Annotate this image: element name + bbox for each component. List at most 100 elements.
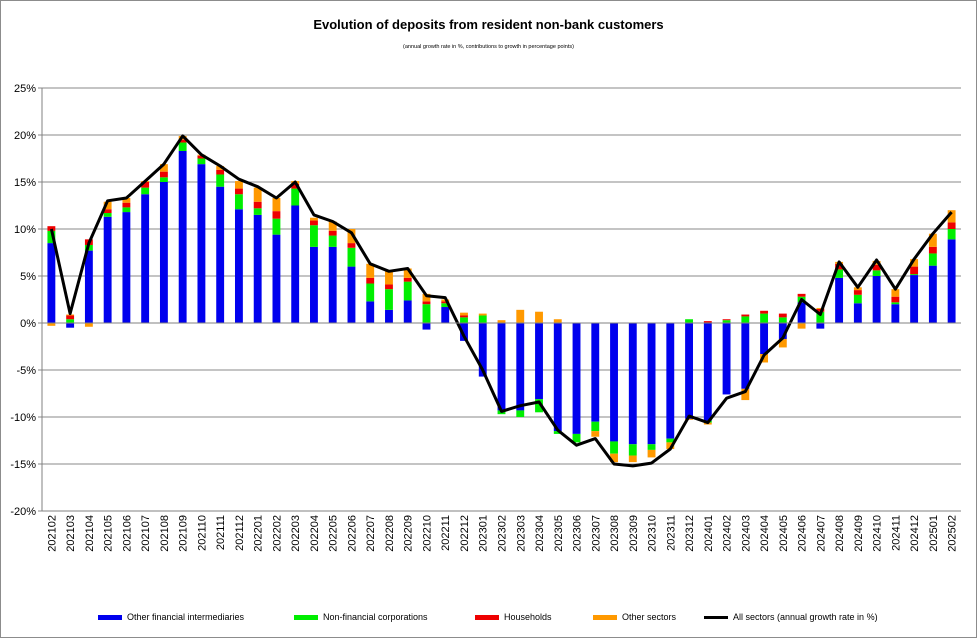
bar-segment (422, 304, 431, 323)
y-tick-labels: -20% -15% -10% -5% 0% 5% 10% 15% 20% 25% (10, 83, 36, 518)
x-tick-label: 202304 (534, 515, 546, 552)
bar-segment (328, 221, 337, 231)
bar-segment (234, 181, 243, 189)
bar-segment (741, 388, 750, 401)
bar-segment (310, 217, 318, 221)
bar-segment (910, 274, 919, 276)
legend-label: Other sectors (622, 612, 677, 622)
bar-segment (666, 438, 675, 443)
bar-segment (797, 293, 806, 297)
bar-segment (591, 431, 600, 437)
bar-segment (310, 220, 318, 226)
bar-segment (797, 323, 806, 329)
x-tick-label: 202405 (778, 515, 790, 552)
legend-label: Other financial intermediaries (127, 612, 245, 622)
x-tick-label: 202402 (722, 515, 734, 552)
y-tick-label: -5% (16, 365, 36, 377)
x-tick-label: 202212 (459, 515, 471, 552)
legend-item-other-financial-intermediaries: Other financial intermediaries (98, 610, 244, 624)
legend-swatch (593, 614, 617, 620)
x-tick-label: 202301 (478, 515, 490, 552)
bar-segment (816, 311, 825, 323)
bar-segment (910, 275, 919, 323)
bar-segment (103, 201, 112, 210)
bar-segment (216, 186, 225, 323)
bar-segment (947, 229, 956, 240)
bar-segment (178, 150, 187, 323)
x-tick-label: 202209 (403, 515, 415, 552)
bar-segment (103, 209, 112, 214)
x-tick-label: 202311 (665, 515, 677, 551)
bar-segment (103, 216, 112, 323)
legend-label: All sectors (annual growth rate in %) (733, 612, 878, 622)
bar-segment (910, 259, 919, 267)
bar-segment (66, 323, 75, 328)
x-tick-label: 202410 (872, 515, 884, 552)
bar-segment (497, 323, 506, 411)
bar-segment (141, 182, 150, 188)
x-tick-label: 202106 (121, 515, 133, 552)
bar-segment (872, 264, 881, 271)
bar-segment (947, 222, 956, 229)
bar-segment (159, 171, 168, 178)
y-tick-label: 25% (14, 83, 36, 95)
bar-segment (253, 187, 262, 202)
bar-segment (347, 229, 356, 244)
bar-segment (403, 268, 412, 278)
bar-segment (197, 164, 206, 323)
bar-segment (422, 293, 431, 302)
bar-segment (47, 323, 56, 326)
x-tick-label: 202312 (684, 515, 696, 552)
bar-segment (928, 233, 937, 247)
x-tick-label: 202207 (365, 515, 377, 552)
bar-segment (478, 313, 487, 316)
bar-segment (310, 246, 318, 323)
bar-segment (891, 304, 900, 323)
bar-segment (610, 453, 618, 463)
y-tick-label: 15% (14, 177, 36, 189)
bar-segment (122, 197, 131, 203)
bar-segment (347, 247, 356, 267)
bar-segment (797, 302, 806, 323)
bar-segment (328, 235, 337, 247)
series-line-all-sectors (49, 134, 953, 468)
bar-segment (647, 449, 656, 458)
bar-segment (291, 205, 300, 323)
bar-segment (272, 197, 281, 212)
bar-segment (291, 188, 300, 206)
bar-segment (778, 338, 787, 348)
legend-item-non-financial-corporations: Non-financial corporations (294, 610, 428, 624)
bar-segment (685, 323, 693, 419)
chart-legend: Other financial intermediaries Non-finan… (0, 610, 977, 626)
bar-segment (685, 319, 693, 323)
bar-segment (272, 234, 281, 323)
bar-segment (122, 207, 131, 213)
bar-segment (928, 253, 937, 266)
x-tick-label: 202208 (384, 515, 396, 552)
bar-segment (628, 444, 637, 456)
bar-segment (891, 302, 900, 305)
bar-segment (778, 313, 787, 318)
y-tick-label: -20% (10, 506, 36, 518)
x-tick-label: 202111 (215, 515, 227, 550)
y-tick-label: 0% (20, 318, 36, 330)
legend-label: Non-financial corporations (323, 612, 428, 622)
bar-segment (853, 303, 862, 323)
bar-segment (816, 323, 825, 329)
bar-segment (572, 323, 581, 434)
x-tick-label: 202401 (703, 515, 715, 552)
x-tick-label: 202411 (890, 515, 902, 551)
x-tick-labels: 202102 202103 202104 202105 202106 202107 2021… (46, 515, 958, 552)
chart-title: Evolution of deposits from resident non-… (313, 17, 664, 32)
y-tick-label: 10% (14, 224, 36, 236)
bar-segment (422, 301, 431, 305)
bar-segment (460, 315, 468, 318)
bar-segment (159, 182, 168, 323)
x-tick-label: 202502 (947, 515, 959, 552)
bar-segment (216, 166, 225, 170)
x-tick-label: 202308 (609, 515, 621, 552)
bar-segment (385, 309, 393, 323)
bar-segment (497, 320, 506, 323)
bar-segment (872, 276, 881, 323)
bar-segment (84, 323, 93, 327)
